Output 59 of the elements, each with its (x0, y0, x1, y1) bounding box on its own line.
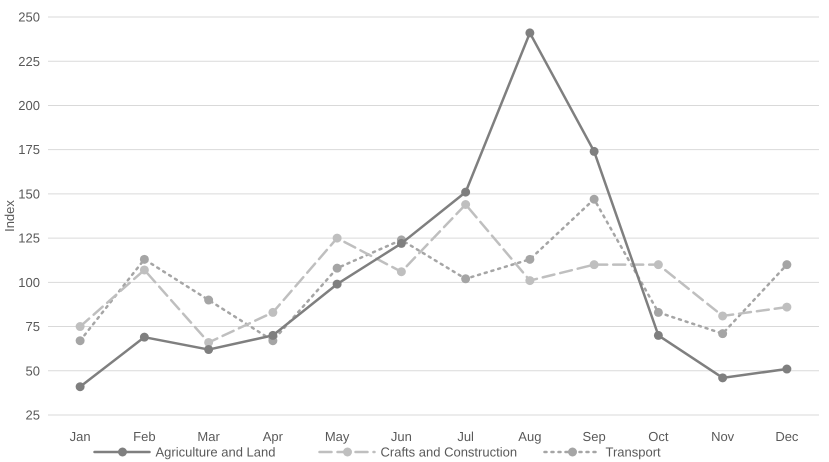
point (76, 322, 85, 332)
point (718, 311, 728, 320)
y-axis-title: Index (2, 200, 17, 232)
point (718, 373, 728, 382)
point (590, 260, 599, 270)
x-tick-label: Nov (711, 429, 735, 444)
x-tick-label: Jan (70, 429, 91, 444)
point (461, 200, 470, 209)
point (140, 332, 149, 342)
legend-label: Agriculture and Land (156, 444, 276, 460)
x-tick-label: Jun (390, 429, 412, 444)
x-tick-label: Feb (133, 429, 156, 444)
point (782, 260, 792, 270)
point (76, 382, 85, 392)
point (525, 254, 534, 264)
point (396, 238, 406, 248)
point (525, 28, 534, 38)
point (204, 296, 214, 305)
point (782, 364, 792, 374)
point (461, 274, 470, 284)
y-tick-label: 75 (26, 319, 40, 334)
point (461, 188, 470, 197)
point (718, 329, 728, 338)
point (268, 308, 278, 317)
legend-label: Transport (606, 444, 662, 460)
x-tick-label: Apr (262, 429, 284, 444)
y-tick-label: 150 (18, 186, 40, 202)
point (396, 267, 406, 276)
point (332, 234, 342, 243)
x-tick-label: Sep (582, 429, 606, 444)
x-tick-label: Oct (648, 429, 669, 444)
x-tick-label: Aug (518, 429, 542, 444)
point (268, 330, 278, 340)
y-tick-label: 175 (18, 142, 40, 158)
point (525, 276, 534, 286)
y-tick-label: 125 (18, 230, 40, 246)
y-tick-label: 250 (18, 10, 40, 25)
legend-label: Crafts and Construction (380, 444, 518, 460)
point (140, 254, 149, 264)
x-tick-label: Dec (775, 429, 799, 444)
y-tick-label: 225 (18, 54, 40, 69)
x-tick-label: May (324, 429, 350, 444)
point (654, 308, 663, 317)
x-tick-label: Jul (457, 429, 474, 444)
point (140, 265, 149, 274)
point (332, 264, 342, 273)
point (204, 345, 214, 354)
x-tick-label: Mar (197, 429, 220, 444)
y-tick-label: 25 (26, 408, 40, 423)
point (590, 194, 599, 204)
y-tick-label: 200 (18, 98, 40, 113)
point (654, 260, 663, 270)
point (782, 302, 792, 312)
point (654, 330, 663, 340)
y-tick-label: 100 (18, 274, 40, 290)
point (590, 146, 599, 156)
point (76, 336, 85, 346)
point (332, 280, 342, 289)
y-tick-label: 50 (26, 363, 40, 378)
